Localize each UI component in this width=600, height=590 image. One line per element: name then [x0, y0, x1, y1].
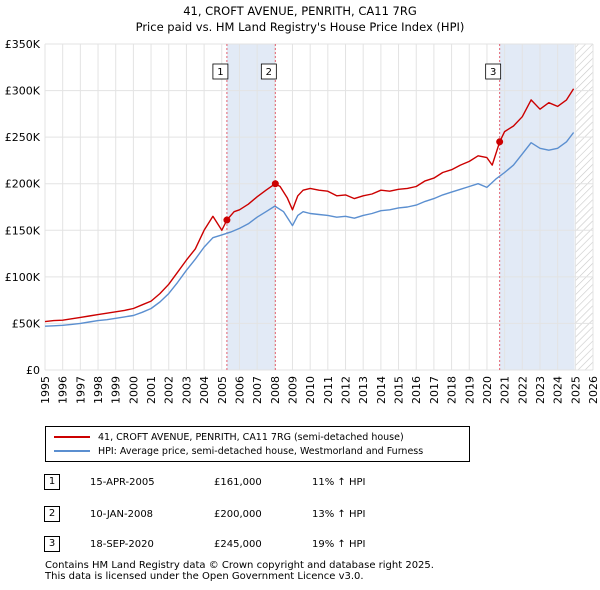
sale-marker-box [212, 63, 229, 80]
sale-marker-box-label: 2 [266, 67, 272, 78]
sale-marker-box-label: 1 [217, 67, 223, 78]
x-tick-label: 2008 [269, 376, 282, 404]
sale-marker-badge: 2 [44, 506, 60, 522]
legend-label-property: 41, CROFT AVENUE, PENRITH, CA11 7RG (sem… [98, 432, 404, 443]
x-tick-label: 2006 [233, 376, 246, 404]
x-tick-label: 2002 [163, 376, 176, 404]
sale-hpi-change: 11% ↑ HPI [312, 477, 366, 488]
chart-subtitle: Price paid vs. HM Land Registry's House … [135, 20, 465, 34]
x-tick-label: 2010 [304, 376, 317, 404]
legend-label-hpi: HPI: Average price, semi-detached house,… [98, 446, 424, 457]
x-tick-label: 2000 [127, 376, 140, 404]
sale-hpi-change: 19% ↑ HPI [312, 539, 366, 550]
sale-marker-badge: 1 [44, 474, 60, 490]
chart-title: 41, CROFT AVENUE, PENRITH, CA11 7RG [183, 4, 417, 18]
x-tick-label: 1999 [110, 376, 123, 404]
x-tick-label: 2001 [145, 376, 158, 404]
x-tick-label: 2023 [534, 376, 547, 404]
x-tick-label: 2012 [340, 376, 353, 404]
sale-price: £200,000 [214, 509, 262, 520]
sale-marker-box-label: 3 [490, 67, 496, 78]
sale-date: 15-APR-2005 [90, 477, 155, 488]
legend-item-property: 41, CROFT AVENUE, PENRITH, CA11 7RG (sem… [54, 431, 404, 445]
series-line-property [44, 88, 575, 323]
x-tick-label: 2003 [180, 376, 193, 404]
x-tick-label: 2011 [322, 376, 335, 404]
forecast-hatch [575, 44, 593, 370]
price-chart: 1 2 3 £0 £50K £100K £150K £200K £250K £300K £350K 1… [5, 38, 600, 404]
y-tick-label: £200K [5, 178, 41, 191]
x-tick-label: 2024 [552, 376, 565, 404]
sale-marker-badge: 3 [44, 536, 60, 552]
x-tick-label: 2014 [375, 376, 388, 404]
shaded-period [226, 44, 276, 370]
sale-point [271, 180, 279, 188]
chart-legend: 41, CROFT AVENUE, PENRITH, CA11 7RG (sem… [45, 426, 470, 462]
shaded-period [499, 44, 575, 370]
x-tick-label: 2021 [499, 376, 512, 404]
footer-attribution: Contains HM Land Registry data © Crown c… [45, 560, 434, 582]
x-tick-label: 1998 [92, 376, 105, 404]
x-tick-label: 2018 [446, 376, 459, 404]
legend-swatch-hpi [54, 449, 90, 452]
x-tick-label: 2026 [587, 376, 600, 404]
y-tick-label: £50K [12, 317, 41, 330]
sale-price: £161,000 [214, 477, 262, 488]
x-tick-label: 2007 [251, 376, 264, 404]
sale-marker-box [260, 63, 277, 80]
x-tick-label: 1997 [74, 376, 87, 404]
x-tick-label: 2020 [481, 376, 494, 404]
x-tick-label: 2025 [569, 376, 582, 404]
sale-date: 18-SEP-2020 [90, 539, 154, 550]
y-tick-label: £350K [5, 38, 41, 51]
y-tick-label: £100K [5, 271, 41, 284]
x-tick-label: 2004 [198, 376, 211, 404]
sale-hpi-change: 13% ↑ HPI [312, 509, 366, 520]
x-tick-label: 2005 [216, 376, 229, 404]
sale-date: 10-JAN-2008 [90, 509, 154, 520]
sale-point [223, 216, 231, 224]
y-tick-label: £300K [5, 85, 41, 98]
chart-title-block: 41, CROFT AVENUE, PENRITH, CA11 7RG Pric… [0, 3, 600, 35]
y-tick-label: £0 [26, 364, 40, 377]
footer-line-2: This data is licensed under the Open Gov… [45, 571, 364, 582]
x-tick-label: 1995 [39, 376, 52, 404]
y-tick-label: £250K [5, 131, 41, 144]
x-tick-label: 1996 [57, 376, 70, 404]
x-tick-label: 2013 [357, 376, 370, 404]
sale-point [496, 138, 504, 146]
sale-price: £245,000 [214, 539, 262, 550]
x-tick-label: 2022 [516, 376, 529, 404]
x-tick-label: 2009 [286, 376, 299, 404]
x-tick-label: 2019 [463, 376, 476, 404]
x-tick-label: 2016 [410, 376, 423, 404]
series-line-hpi [44, 132, 575, 327]
x-tick-label: 2017 [428, 376, 441, 404]
footer-line-1: Contains HM Land Registry data © Crown c… [45, 560, 434, 571]
sale-marker-box [485, 63, 502, 80]
legend-swatch-property [54, 435, 90, 438]
legend-item-hpi: HPI: Average price, semi-detached house,… [54, 445, 423, 459]
x-tick-label: 2015 [393, 376, 406, 404]
y-tick-label: £150K [5, 224, 41, 237]
